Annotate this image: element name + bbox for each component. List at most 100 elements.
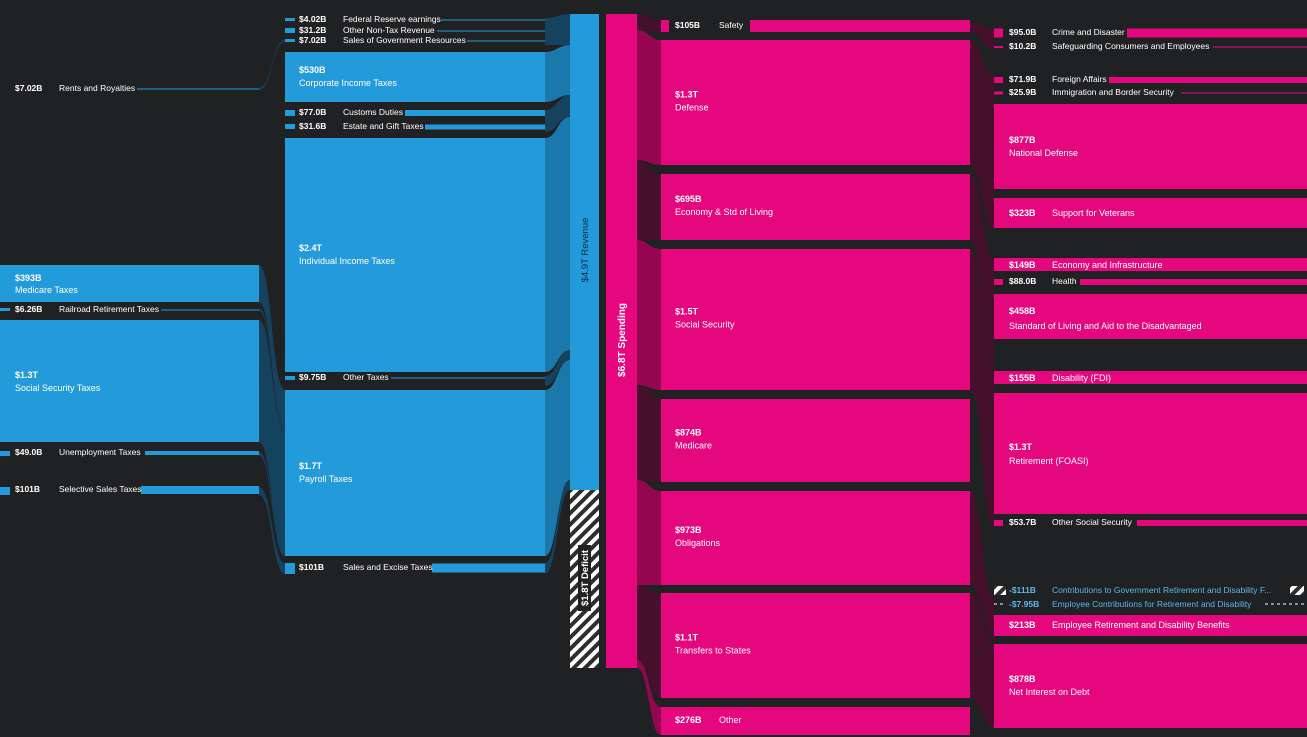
link-customs-revenue [545, 95, 570, 132]
source-railroad-label: Railroad Retirement Taxes [59, 304, 159, 314]
sp-transfers-value: $1.1T [675, 633, 699, 643]
sp-other-label: Other [719, 715, 742, 725]
sp-economy-bar[interactable] [661, 174, 970, 240]
sub-econinfra-bar[interactable] [994, 258, 1307, 271]
sub-veterans-value: $323B [1009, 208, 1036, 218]
cat-corporate-label: Corporate Income Taxes [299, 78, 397, 88]
cat-individual-bar[interactable] [285, 138, 545, 372]
source-selective-sales-bar[interactable] [141, 486, 259, 494]
sub-immigration-stub[interactable] [994, 91, 1003, 95]
sp-defense-bar[interactable] [661, 40, 970, 165]
cat-corporate-value: $530B [299, 65, 326, 75]
link-obligations-sub [970, 491, 994, 640]
revenue-total-bar[interactable] [570, 14, 599, 490]
sub-other_ss-label: Other Social Security [1052, 517, 1133, 527]
sub-contrib-end [1290, 586, 1304, 595]
cat-othertaxes-value: $9.75B [299, 372, 326, 382]
cat-customs-bar[interactable] [405, 110, 545, 116]
sub-crime-value: $95.0B [1009, 27, 1036, 37]
cat-estate-stub[interactable] [285, 124, 295, 129]
sub-emp-benefits-bar[interactable] [994, 615, 1307, 636]
sub-foreign-stub[interactable] [994, 77, 1003, 83]
sp-economy-value: $695B [675, 194, 702, 204]
link-individual-revenue [545, 117, 570, 372]
sp-obligations-value: $973B [675, 525, 702, 535]
deficit-label: $1.8T Deficit [580, 549, 591, 606]
cat-estate-value: $31.6B [299, 121, 326, 131]
sub-crime-stub[interactable] [994, 28, 1003, 38]
sp-transfers-bar[interactable] [661, 593, 970, 698]
sp-other-bar[interactable] [661, 707, 970, 735]
sub-veterans-bar[interactable] [994, 198, 1307, 228]
cat-corporate-bar[interactable] [285, 52, 545, 102]
cat-othertaxes-stub[interactable] [285, 376, 295, 380]
cat-fedreserve-label: Federal Reserve earnings [343, 14, 441, 24]
link-transfers [637, 585, 661, 698]
source-selective-stub[interactable] [0, 487, 10, 495]
link-medicare-payroll [259, 265, 285, 427]
source-rents-label: Rents and Royalties [59, 83, 135, 93]
cat-nontax-stub[interactable] [285, 28, 295, 33]
cat-payroll-value: $1.7T [299, 461, 323, 471]
link-defense-sub [970, 40, 994, 230]
sub-health-bar[interactable] [1080, 279, 1307, 285]
sub-other_ss-stub[interactable] [994, 520, 1003, 526]
source-railroad-value: $6.26B [15, 304, 42, 314]
source-unemployment-label: Unemployment Taxes [59, 447, 141, 457]
sub-foasi-value: $1.3T [1009, 442, 1033, 452]
cat-salesexcise-stub[interactable] [285, 563, 295, 574]
sub-safeguarding-label: Safeguarding Consumers and Employees [1052, 41, 1209, 51]
sub-employee-contrib-value: -$7.95B [1009, 599, 1039, 609]
link-obligations [637, 480, 661, 585]
sp-obligations-bar[interactable] [661, 491, 970, 585]
sub-immigration-label: Immigration and Border Security [1052, 87, 1175, 97]
sp-medicare-bar[interactable] [661, 399, 970, 482]
cat-fedreserve-stub[interactable] [285, 18, 295, 21]
sub-natdef-bar[interactable] [994, 104, 1307, 189]
link-selective-sales [259, 487, 285, 574]
source-ss-taxes-bar[interactable] [0, 320, 259, 442]
sub-other_ss-bar[interactable] [1137, 520, 1307, 526]
link-medicare [637, 385, 661, 482]
cat-payroll-label: Payroll Taxes [299, 474, 353, 484]
source-unemployment-stub[interactable] [0, 451, 10, 456]
sub-foreign-bar[interactable] [1109, 77, 1307, 83]
sub-fdi-value: $155B [1009, 373, 1036, 383]
link-other [637, 660, 661, 735]
cat-salesgov-stub[interactable] [285, 39, 295, 42]
sp-safety-label: Safety [719, 20, 744, 30]
spending-total-bar[interactable] [606, 14, 637, 668]
cat-salesexcise-bar[interactable] [432, 563, 545, 573]
sub-stdliving-bar[interactable] [994, 294, 1307, 339]
sub-fdi-bar[interactable] [994, 371, 1307, 384]
cat-customs-stub[interactable] [285, 110, 295, 116]
sub-contrib-stub[interactable] [994, 586, 1006, 595]
sub-foasi-bar[interactable] [994, 393, 1307, 514]
sub-interest-bar[interactable] [994, 644, 1307, 728]
sp-other-value: $276B [675, 715, 702, 725]
source-unemployment-value: $49.0B [15, 447, 42, 457]
source-medicare-taxes-bar[interactable] [0, 265, 259, 302]
sp-social_security-bar[interactable] [661, 249, 970, 390]
sub-safeguarding-stub[interactable] [994, 46, 1003, 48]
cat-fedreserve-value: $4.02B [299, 14, 326, 24]
link-safety-sub [970, 22, 994, 50]
source-railroad-stub[interactable] [0, 308, 10, 311]
source-unemployment-bar[interactable] [145, 451, 259, 455]
sp-obligations-label: Obligations [675, 538, 721, 548]
sub-health-stub[interactable] [994, 279, 1003, 285]
source-rents-value: $7.02B [15, 83, 42, 93]
cat-payroll-bar[interactable] [285, 390, 545, 556]
sub-veterans-label: Support for Veterans [1052, 208, 1135, 218]
link-other-revenue [545, 350, 570, 386]
source-selective-sales-value: $101B [15, 484, 40, 494]
sub-interest-value: $878B [1009, 674, 1036, 684]
link-payroll-revenue [545, 360, 570, 556]
sp-safety-label-bg [669, 20, 750, 32]
spending-total-label: $6.8T Spending [617, 303, 628, 377]
sub-interest-label: Net Interest on Debt [1009, 687, 1090, 697]
sub-crime-bar[interactable] [1127, 28, 1307, 38]
cat-estate-bar[interactable] [425, 124, 545, 130]
sub-health-value: $88.0B [1009, 276, 1036, 286]
sub-natdef-label: National Defense [1009, 148, 1078, 158]
